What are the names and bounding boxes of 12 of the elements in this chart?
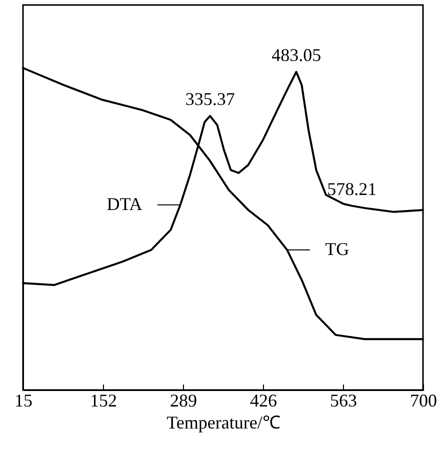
series-label: DTA bbox=[106, 194, 142, 214]
x-tick-label: 426 bbox=[250, 390, 277, 410]
x-tick-label: 15 bbox=[14, 390, 32, 410]
x-tick-label: 289 bbox=[170, 390, 197, 410]
x-tick-label: 152 bbox=[90, 390, 117, 410]
x-tick-label: 700 bbox=[410, 390, 437, 410]
x-tick-label: 563 bbox=[330, 390, 357, 410]
annotation: 335.37 bbox=[185, 88, 235, 109]
annotation: 578.21 bbox=[327, 178, 377, 199]
annotation: 483.05 bbox=[272, 44, 322, 65]
x-axis-title: Temperature/℃ bbox=[166, 412, 280, 432]
legend-label: TG bbox=[325, 238, 350, 259]
